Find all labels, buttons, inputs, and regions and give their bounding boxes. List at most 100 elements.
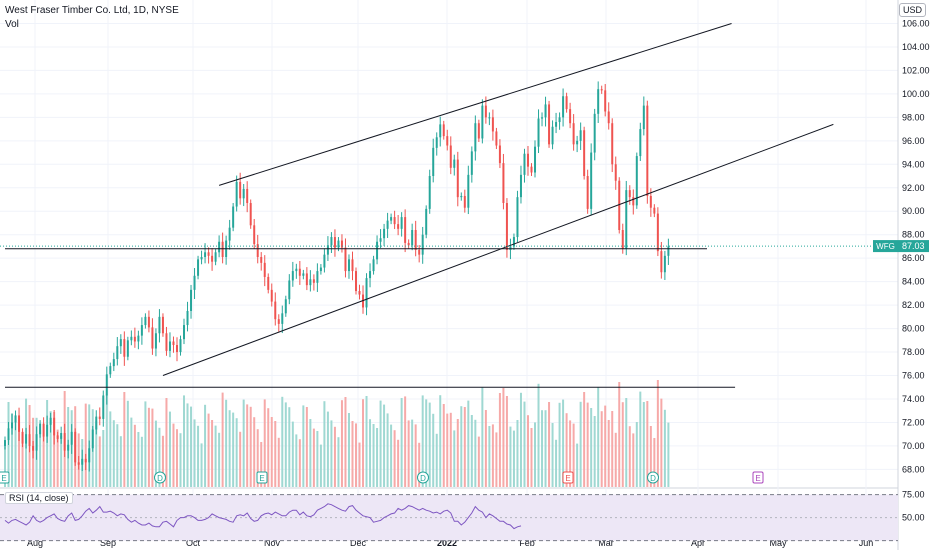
volume-bar <box>274 421 277 487</box>
candle <box>386 212 389 238</box>
earnings-marker[interactable]: E <box>256 471 268 484</box>
candle-body <box>281 313 284 324</box>
volume-bar <box>112 420 115 487</box>
volume-bar <box>175 429 178 487</box>
candle-body <box>319 267 322 272</box>
volume-bar <box>572 423 575 487</box>
candle <box>232 203 235 232</box>
candle <box>95 410 98 435</box>
volume-bar <box>298 439 301 487</box>
candle-body <box>379 238 382 242</box>
candle-body <box>593 113 596 153</box>
candle-body <box>81 458 84 465</box>
candle-body <box>183 325 186 340</box>
candle <box>411 223 414 251</box>
volume-bar <box>558 402 561 487</box>
candle-body <box>369 271 372 279</box>
candle-body <box>481 105 484 139</box>
candle <box>404 209 407 253</box>
candle <box>534 140 537 178</box>
candle-body <box>249 203 252 226</box>
y-tick-label: 106.00 <box>902 18 930 28</box>
candle-body <box>333 237 336 248</box>
candle <box>400 212 403 237</box>
volume-bar <box>319 444 322 487</box>
candle-body <box>400 217 403 229</box>
volume-bar <box>484 410 487 487</box>
candle-body <box>147 316 150 328</box>
earnings-marker[interactable]: E <box>562 471 574 484</box>
volume-bar <box>333 426 336 487</box>
candle-body <box>172 341 175 346</box>
marker-label: E <box>755 474 760 483</box>
candle <box>656 207 659 257</box>
volume-bar <box>95 421 98 487</box>
candle-body <box>74 431 77 463</box>
price-axis: 68.00 70.00 72.00 74.00 76.00 78.00 80.00 82.00… <box>897 0 930 550</box>
earnings-marker[interactable]: E <box>0 471 10 484</box>
candle <box>42 417 45 442</box>
volume-bar <box>340 400 343 487</box>
volume-bar <box>463 407 466 487</box>
x-tick-label: Oct <box>186 538 201 548</box>
y-tick-label: 98.00 <box>902 112 925 122</box>
volume-bar <box>42 436 45 487</box>
dividend-marker[interactable]: D <box>417 471 429 484</box>
rsi-tick-label: 50.00 <box>902 513 925 523</box>
candle <box>221 232 224 264</box>
volume-bar <box>193 419 196 487</box>
y-tick-label: 80.00 <box>902 324 925 334</box>
dividend-marker[interactable]: D <box>647 471 659 484</box>
candle-body <box>186 310 189 326</box>
volume-bar <box>667 422 670 487</box>
volume-bar <box>49 411 52 487</box>
candle-body <box>460 195 463 198</box>
candle-body <box>49 417 52 425</box>
volume-bar <box>562 399 565 487</box>
candle-body <box>165 333 168 351</box>
volume-bar <box>432 413 435 487</box>
candle-body <box>463 195 466 208</box>
candle-body <box>611 123 614 165</box>
candle <box>333 229 336 257</box>
candle-body <box>175 345 178 353</box>
volume-bar <box>421 395 424 487</box>
volume-bar <box>576 443 579 487</box>
candle-body <box>435 137 438 148</box>
candle-body <box>214 252 217 262</box>
candle <box>607 102 610 130</box>
volume-bar <box>84 403 87 487</box>
currency-button[interactable]: USD <box>898 3 926 17</box>
volume-bar <box>218 432 221 487</box>
dividend-marker[interactable]: D <box>154 471 166 484</box>
volume-bar <box>154 420 157 487</box>
volume-bar <box>439 395 442 487</box>
volume-bar <box>179 433 182 487</box>
candle <box>98 407 101 426</box>
candlesticks <box>4 81 670 472</box>
candle <box>84 453 87 471</box>
earnings-marker[interactable]: E <box>752 471 764 484</box>
candle-body <box>253 225 256 245</box>
volume-bar <box>133 424 136 487</box>
candle-body <box>656 213 659 252</box>
candle-body <box>18 415 21 432</box>
candle <box>565 92 568 113</box>
volume-bar <box>172 423 175 487</box>
candle-body <box>512 237 515 247</box>
candle-body <box>572 123 575 145</box>
y-tick-label: 72.00 <box>902 417 925 427</box>
y-tick-label: 74.00 <box>902 394 925 404</box>
candle <box>362 285 365 314</box>
y-tick-label: 100.00 <box>902 89 930 99</box>
candle <box>593 108 596 161</box>
candle <box>660 241 663 279</box>
candle <box>418 245 421 263</box>
candle-body <box>456 159 459 198</box>
candle <box>390 213 393 225</box>
candle <box>516 190 519 242</box>
candle-body <box>277 319 280 324</box>
candle-body <box>298 268 301 276</box>
candle-body <box>544 104 547 118</box>
